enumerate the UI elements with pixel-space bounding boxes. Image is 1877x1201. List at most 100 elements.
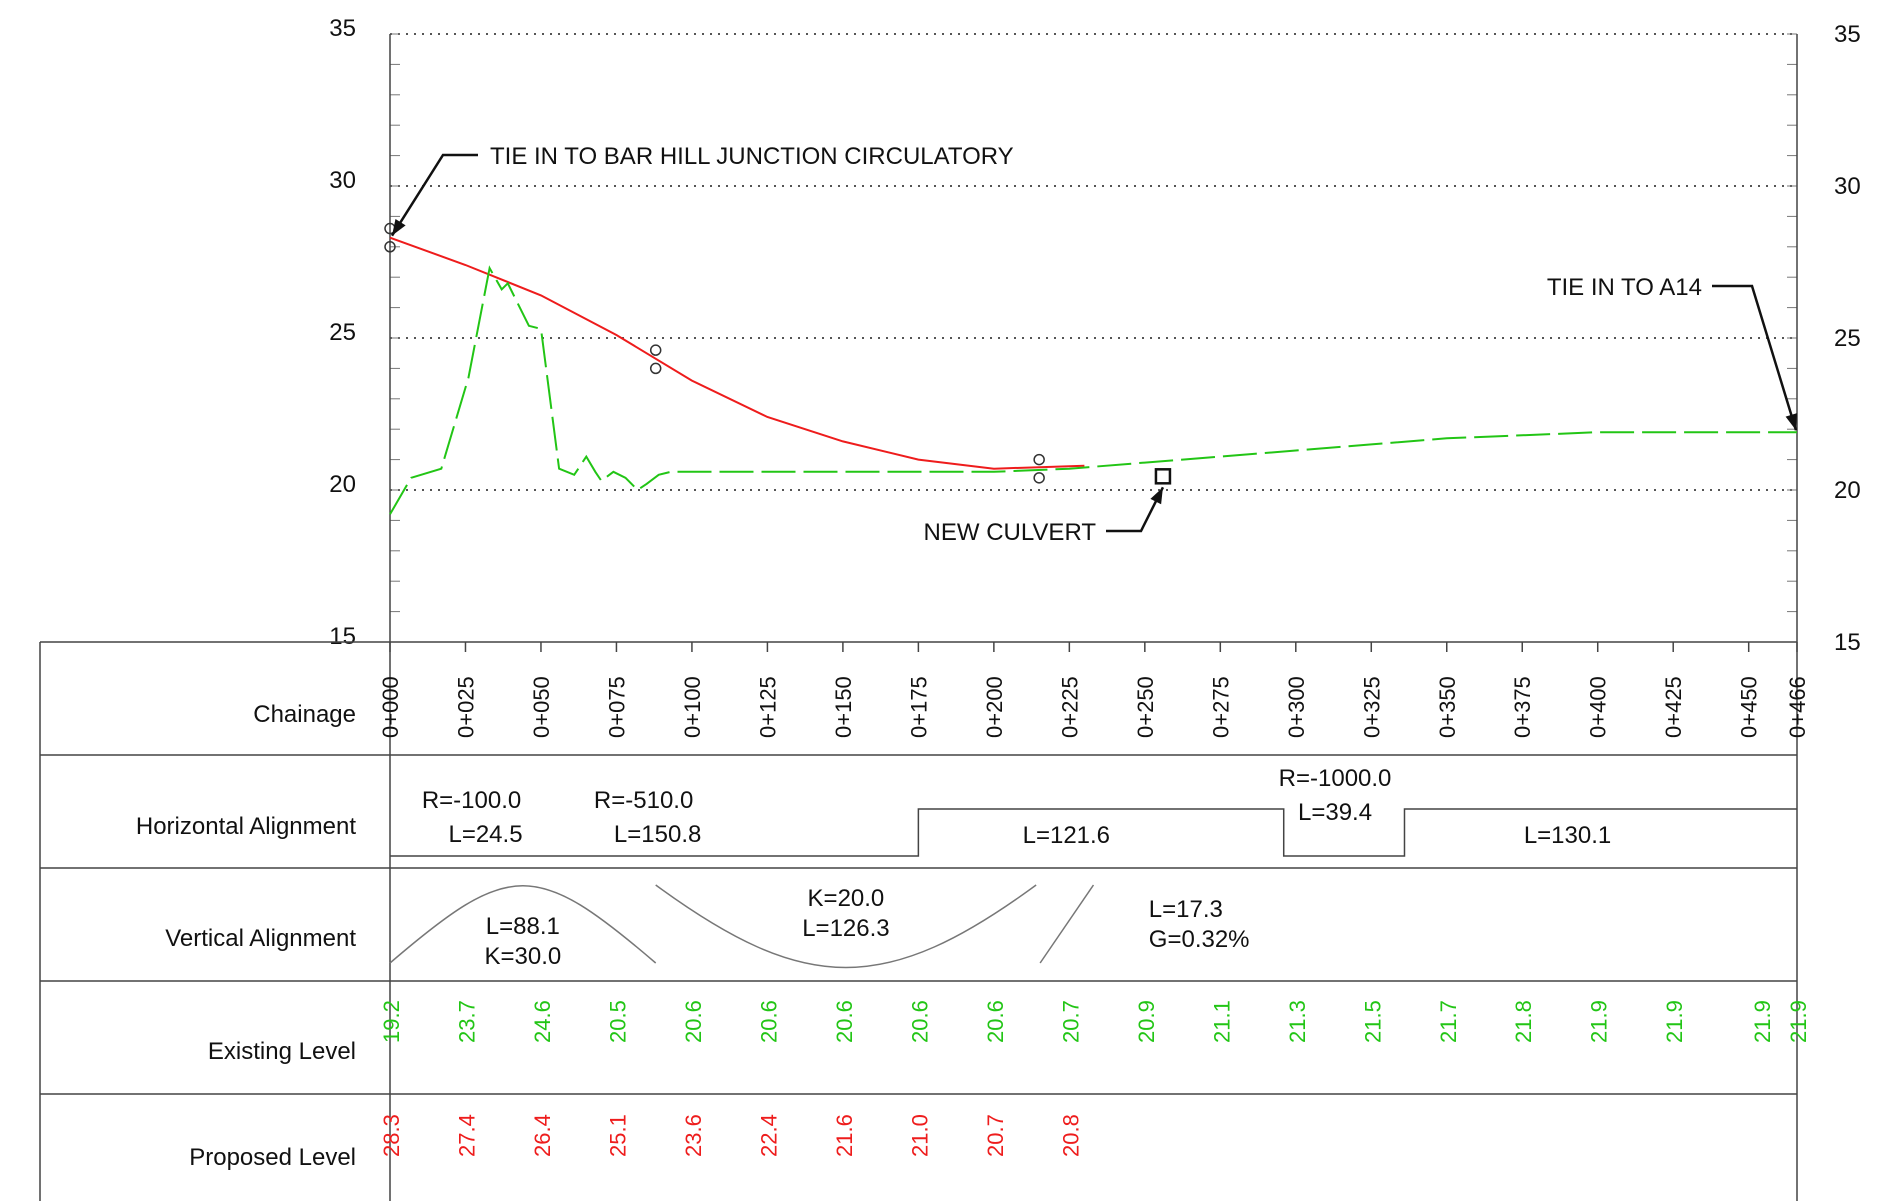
horizontal-alignment-text: L=24.5 (448, 821, 522, 848)
chainage-label: 0+275 (1208, 676, 1233, 738)
band-row-label: Horizontal Alignment (136, 813, 356, 840)
axes: 35 35 30 30 25 25 20 20 15 15 (329, 15, 1861, 1201)
chainage-label: 0+200 (982, 676, 1007, 738)
vertical-alignment-curve (389, 885, 657, 964)
y-tick-label-left: 20 (329, 471, 356, 498)
existing-level-value: 21.7 (1436, 1000, 1461, 1043)
horizontal-alignment-text: L=39.4 (1298, 799, 1372, 826)
level-marker (649, 344, 662, 356)
y-tick-label-left: 30 (329, 167, 356, 194)
chainage-label: 0+150 (831, 676, 856, 738)
horizontal-alignment-text: L=150.8 (614, 821, 701, 848)
chainage-label: 0+100 (680, 676, 705, 738)
leader-arrowhead (1150, 487, 1163, 505)
leader-line (390, 153, 478, 237)
chainage-label: 0+466 (1785, 676, 1810, 738)
existing-level-value: 21.1 (1209, 1000, 1234, 1043)
y-tick-label-right: 25 (1834, 325, 1861, 352)
level-marker (1033, 472, 1045, 484)
y-tick-label-right: 35 (1834, 21, 1861, 48)
vertical-alignment-text: L=126.3 (802, 915, 889, 942)
chainage-label: 0+175 (906, 676, 931, 738)
existing-level-value: 21.3 (1285, 1000, 1310, 1043)
vertical-alignment-text: K=30.0 (484, 943, 561, 970)
existing-level-value: 21.9 (1750, 1000, 1775, 1043)
chainage-label: 0+125 (755, 676, 780, 738)
vertical-alignment-text: K=20.0 (808, 885, 885, 912)
proposed-level-value: 20.8 (1058, 1114, 1083, 1157)
y-tick-label-left: 25 (329, 319, 356, 346)
leader-arrowhead (1785, 413, 1798, 431)
y-tick-label-left: 15 (329, 623, 356, 650)
horizontal-alignment-text: R=-1000.0 (1279, 765, 1392, 792)
horizontal-alignment-text: L=121.6 (1023, 822, 1110, 849)
chainage-label: 0+225 (1057, 676, 1082, 738)
chainage-label: 0+325 (1359, 676, 1384, 738)
horizontal-alignment-line (390, 808, 1797, 857)
proposed-level-value: 21.6 (832, 1114, 857, 1157)
annotation-bar-hill: TIE IN TO BAR HILL JUNCTION CIRCULATORY (490, 143, 1014, 170)
chainage-label: 0+375 (1510, 676, 1535, 738)
band-row-label: Proposed Level (189, 1144, 356, 1171)
existing-level-value: 20.6 (983, 1000, 1008, 1043)
existing-level-value: 20.6 (681, 1000, 706, 1043)
existing-level-value: 19.2 (379, 1000, 404, 1043)
data-band-table: Chainage Horizontal Alignment Vertical Ali… (39, 641, 1811, 1201)
band-row-label: Vertical Alignment (165, 925, 356, 952)
chainage-label: 0+075 (604, 676, 629, 738)
proposed-level-value: 27.4 (454, 1114, 479, 1157)
chainage-label: 0+300 (1284, 676, 1309, 738)
level-marker (649, 362, 662, 375)
gridlines (390, 33, 1797, 491)
culvert-marker (1154, 468, 1172, 485)
horizontal-alignment-text: R=-100.0 (422, 787, 521, 814)
vertical-alignment-curve (1039, 884, 1095, 964)
vertical-alignment-text: L=17.3 (1149, 896, 1223, 923)
annotation-new-culvert: NEW CULVERT (924, 519, 1097, 546)
level-marker (1033, 453, 1045, 466)
existing-level-value: 24.6 (530, 1000, 555, 1043)
leader-arrowhead (392, 218, 406, 236)
proposed-level-value: 28.3 (379, 1114, 404, 1157)
vertical-alignment-text: G=0.32% (1149, 926, 1250, 953)
existing-level-value: 21.9 (1786, 1000, 1811, 1043)
y-tick-label-right: 15 (1834, 629, 1861, 656)
existing-level-value: 23.7 (454, 1000, 479, 1043)
existing-level-value: 20.9 (1134, 1000, 1159, 1043)
annotation-a14: TIE IN TO A14 (1547, 274, 1702, 301)
chainage-label: 0+250 (1133, 676, 1158, 738)
existing-level-value: 20.6 (756, 1000, 781, 1043)
y-tick-label-left: 35 (329, 15, 356, 42)
existing-level-value: 20.5 (605, 1000, 630, 1043)
existing-level-value: 20.6 (907, 1000, 932, 1043)
chainage-label: 0+425 (1661, 676, 1686, 738)
y-tick-label-right: 20 (1834, 477, 1861, 504)
band-row-label: Existing Level (208, 1038, 356, 1065)
existing-level-value: 20.7 (1058, 1000, 1083, 1043)
proposed-level-value: 21.0 (907, 1114, 932, 1157)
level-marker (384, 241, 396, 253)
leader-line (1712, 284, 1798, 431)
annotations: TIE IN TO BAR HILL JUNCTION CIRCULATORY T… (390, 143, 1798, 546)
chainage-label: 0+350 (1435, 676, 1460, 738)
horizontal-alignment-text: L=130.1 (1524, 822, 1611, 849)
proposed-level-value: 25.1 (605, 1114, 630, 1157)
leader-line (1106, 486, 1165, 533)
chainage-label: 0+400 (1586, 676, 1611, 738)
existing-level-value: 21.9 (1587, 1000, 1612, 1043)
band-row-label: Chainage (253, 701, 356, 728)
horizontal-alignment-text: R=-510.0 (594, 787, 693, 814)
existing-level-value: 21.9 (1662, 1000, 1687, 1043)
proposed-level-line (389, 236, 1085, 470)
profile-markers (384, 222, 1172, 485)
existing-level-value: 21.5 (1360, 1000, 1385, 1043)
chainage-label: 0+450 (1737, 676, 1762, 738)
chainage-label: 0+000 (378, 676, 403, 738)
profile-series (389, 236, 1797, 515)
existing-level-value: 20.6 (832, 1000, 857, 1043)
existing-level-value: 21.8 (1511, 1000, 1536, 1043)
y-tick-label-right: 30 (1834, 173, 1861, 200)
proposed-level-value: 20.7 (983, 1114, 1008, 1157)
vertical-alignment-text: L=88.1 (486, 913, 560, 940)
